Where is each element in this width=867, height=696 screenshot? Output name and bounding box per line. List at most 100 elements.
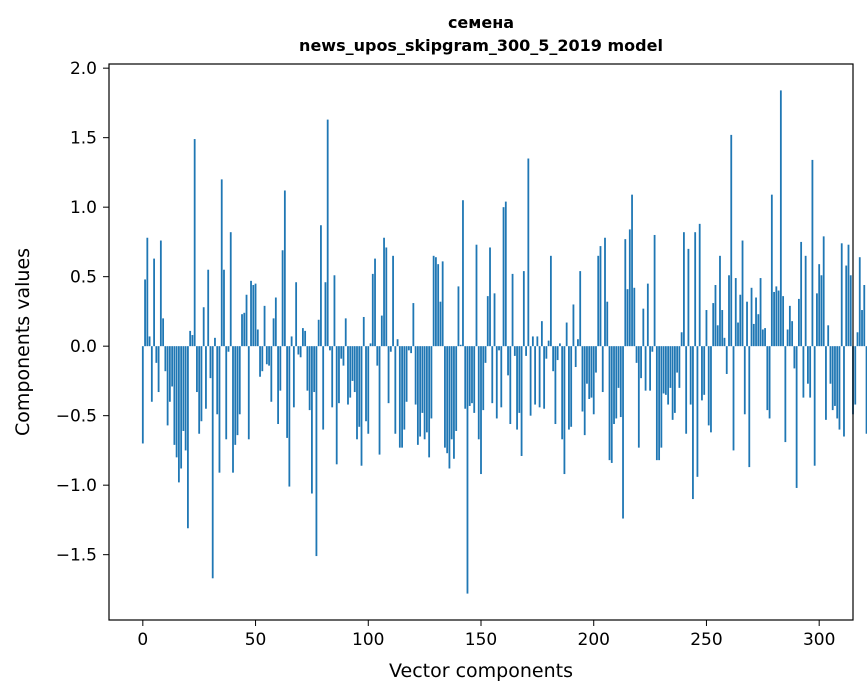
bar-4 xyxy=(150,346,153,402)
bar-241 xyxy=(685,346,688,434)
bar-1 xyxy=(144,279,146,347)
bar-33 xyxy=(216,346,219,415)
bar-299 xyxy=(816,293,818,347)
bar-70 xyxy=(299,346,302,358)
bar-136 xyxy=(448,346,451,469)
bar-259 xyxy=(725,346,728,374)
bar-90 xyxy=(344,318,347,347)
bar-318 xyxy=(858,257,861,347)
bar-275 xyxy=(761,329,764,347)
bar-40 xyxy=(232,346,234,473)
bar-69 xyxy=(297,346,300,355)
bar-62 xyxy=(281,250,284,347)
bar-72 xyxy=(304,330,307,347)
bar-186 xyxy=(561,346,564,440)
bar-39 xyxy=(229,232,232,347)
bar-21 xyxy=(189,330,192,347)
bar-130 xyxy=(435,257,437,347)
bar-190 xyxy=(570,346,573,427)
bar-300 xyxy=(818,264,821,347)
bar-244 xyxy=(692,346,694,500)
bar-2 xyxy=(146,237,149,347)
bar-119 xyxy=(410,346,413,354)
bar-101 xyxy=(369,343,372,347)
bar-290 xyxy=(795,346,798,488)
bar-113 xyxy=(396,339,399,347)
bar-45 xyxy=(243,312,246,347)
bar-188 xyxy=(565,322,568,347)
x-tick-label: 0 xyxy=(137,630,148,650)
bar-18 xyxy=(182,346,185,431)
bar-253 xyxy=(712,303,715,347)
bar-86 xyxy=(335,346,338,465)
bar-271 xyxy=(752,323,755,347)
bar-32 xyxy=(214,337,216,347)
bar-230 xyxy=(660,346,663,448)
bar-93 xyxy=(351,346,354,381)
bar-176 xyxy=(538,346,541,408)
bar-49 xyxy=(252,285,255,347)
bar-219 xyxy=(635,346,638,363)
bar-80 xyxy=(322,346,325,430)
bar-60 xyxy=(277,346,279,425)
bar-126 xyxy=(425,346,428,433)
bar-31 xyxy=(211,346,214,579)
bar-205 xyxy=(604,237,606,347)
bar-150 xyxy=(480,346,482,475)
bar-249 xyxy=(703,346,706,395)
bar-41 xyxy=(234,346,237,445)
bar-314 xyxy=(849,275,852,347)
bar-220 xyxy=(637,346,640,448)
bar-73 xyxy=(306,346,309,391)
bar-38 xyxy=(227,346,230,352)
bar-96 xyxy=(358,346,361,427)
bar-77 xyxy=(315,346,318,557)
bar-10 xyxy=(164,346,167,372)
bar-207 xyxy=(608,346,611,461)
bar-157 xyxy=(495,346,498,419)
bar-237 xyxy=(676,346,679,373)
bar-195 xyxy=(581,346,584,412)
x-tick-label: 200 xyxy=(578,630,610,650)
bar-206 xyxy=(606,301,609,347)
bar-128 xyxy=(430,346,433,419)
bar-293 xyxy=(802,346,805,398)
bar-281 xyxy=(775,286,778,347)
y-axis-ticks: −1.5 −1.0 −0.5 0.0 0.5 1.0 1.5 2.0 xyxy=(56,59,109,566)
bar-135 xyxy=(446,346,449,454)
bar-36 xyxy=(223,269,225,347)
bar-9 xyxy=(162,318,165,347)
bar-169 xyxy=(522,271,525,347)
bar-75 xyxy=(311,346,313,494)
bar-89 xyxy=(342,346,345,366)
bar-47 xyxy=(247,346,250,440)
bar-255 xyxy=(716,325,719,347)
bar-146 xyxy=(471,346,473,404)
bar-301 xyxy=(820,275,823,347)
bar-198 xyxy=(588,346,591,399)
bar-59 xyxy=(274,297,277,347)
bar-95 xyxy=(356,346,358,440)
bar-240 xyxy=(683,232,685,347)
bar-50 xyxy=(254,283,257,347)
bar-276 xyxy=(764,328,766,347)
bar-19 xyxy=(184,346,187,451)
bar-243 xyxy=(689,346,692,405)
bar-175 xyxy=(536,336,539,347)
bar-112 xyxy=(394,346,397,434)
bar-183 xyxy=(554,346,557,425)
bar-277 xyxy=(766,346,769,411)
bar-212 xyxy=(619,346,622,418)
bar-246 xyxy=(696,346,699,477)
bar-106 xyxy=(380,315,383,347)
bar-194 xyxy=(579,271,582,347)
bar-263 xyxy=(734,278,737,347)
bar-140 xyxy=(457,286,460,347)
bar-123 xyxy=(419,346,422,437)
bar-264 xyxy=(737,322,739,347)
bar-233 xyxy=(667,346,670,405)
bar-193 xyxy=(577,339,579,347)
x-tick-label: 100 xyxy=(352,630,384,650)
bar-288 xyxy=(791,321,794,347)
bar-99 xyxy=(365,346,367,422)
